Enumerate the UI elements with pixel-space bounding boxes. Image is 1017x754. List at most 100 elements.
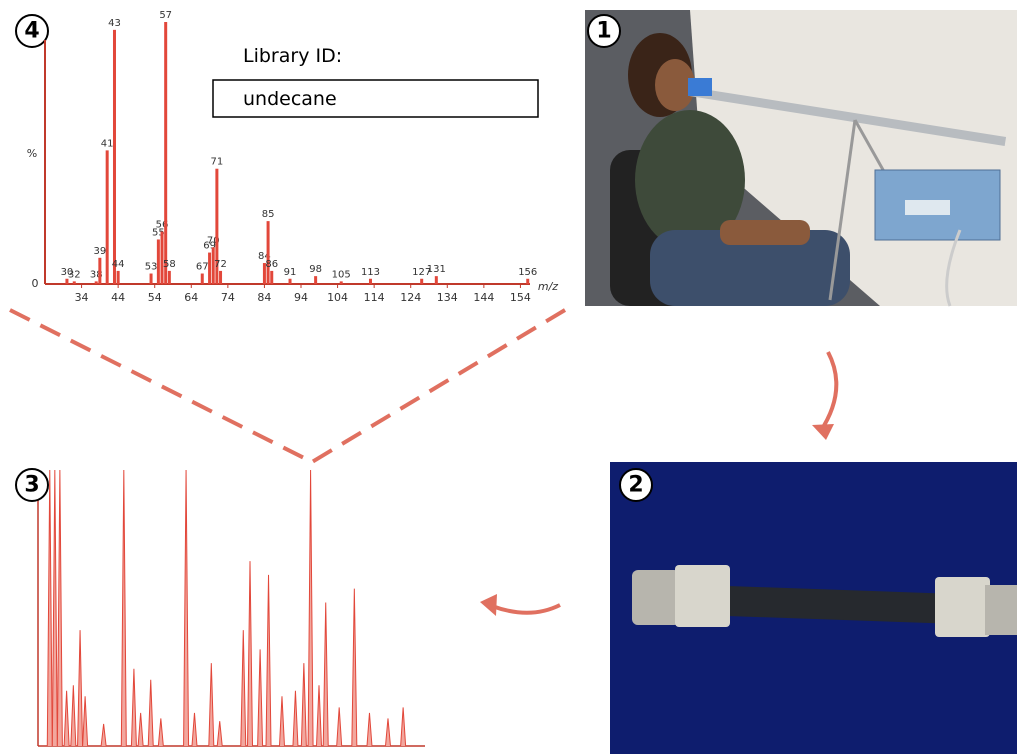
chrom-peak — [148, 680, 153, 746]
peak — [95, 281, 98, 284]
chrom-peak — [47, 470, 52, 746]
peak-label: 91 — [284, 267, 297, 278]
peak — [267, 221, 270, 284]
peak — [106, 150, 109, 284]
sorbent-tube-photo — [610, 462, 1017, 754]
x-tick-label: 124 — [400, 291, 421, 304]
panel-number: 1 — [596, 19, 611, 44]
x-tick-label: 44 — [111, 291, 125, 304]
peak — [314, 276, 317, 284]
chrom-peak — [385, 718, 390, 746]
x-tick-label: 94 — [294, 291, 308, 304]
chrom-peak — [258, 649, 263, 746]
arrow-head — [480, 594, 497, 616]
x-tick-label: 144 — [473, 291, 494, 304]
chrom-peak — [293, 691, 298, 746]
peak-label: 131 — [427, 264, 446, 275]
chrom-peak — [78, 630, 83, 746]
peak-label: 85 — [262, 209, 275, 220]
peak-label: 72 — [214, 259, 227, 270]
peak-label: 41 — [101, 138, 114, 149]
x-tick-label: 64 — [184, 291, 198, 304]
page: 1 2 4 Library ID: undecane % 0 m/z 3 34 4… — [0, 0, 1017, 754]
chrom-peak — [401, 707, 406, 746]
chrom-peak — [248, 561, 253, 746]
peak-label: 113 — [361, 267, 380, 278]
peak — [420, 279, 423, 284]
chrom-peak — [323, 602, 328, 746]
chrom-peak — [266, 575, 271, 746]
x-tick-label: 134 — [437, 291, 458, 304]
chrom-peak — [301, 663, 306, 746]
peak-label: 67 — [196, 262, 209, 273]
chrom-peak — [64, 691, 69, 746]
peak-label: 105 — [332, 269, 351, 280]
peak — [289, 279, 292, 284]
peak — [270, 271, 273, 284]
chrom-peak — [184, 470, 189, 746]
x-tick-label: 74 — [221, 291, 235, 304]
breath-sampling-photo — [585, 10, 1017, 306]
arrow — [492, 605, 560, 613]
x-tick-label: 84 — [257, 291, 271, 304]
peak-label: 156 — [518, 267, 537, 278]
peak-label: 71 — [211, 157, 224, 168]
peak-label: 32 — [68, 269, 81, 280]
library-value: undecane — [243, 88, 337, 110]
peak-label: 44 — [112, 259, 125, 270]
chrom-peak — [71, 685, 76, 746]
chrom-peak — [52, 470, 57, 746]
peak — [435, 276, 438, 284]
x-tick-label: 34 — [75, 291, 89, 304]
peak — [164, 22, 167, 284]
chrom-peak — [138, 713, 143, 746]
peak — [369, 279, 372, 284]
peak — [73, 281, 76, 284]
chrom-peak — [209, 663, 214, 746]
panel-number: 2 — [628, 473, 643, 498]
chrom-peak — [367, 713, 372, 746]
peak-label: 57 — [159, 10, 172, 21]
library-label: Library ID: — [243, 45, 342, 67]
peak-label: 98 — [309, 264, 322, 275]
peak — [340, 281, 343, 284]
x-tick-label: 54 — [148, 291, 162, 304]
chrom-peak — [121, 470, 126, 746]
zero-label: 0 — [32, 277, 39, 290]
x-axis-label: m/z — [538, 280, 558, 293]
peak — [201, 274, 204, 284]
chrom-peak — [279, 696, 284, 746]
chrom-peak — [352, 589, 357, 746]
peak-label: 53 — [145, 262, 158, 273]
peak-label: 43 — [108, 18, 121, 29]
chrom-peak — [316, 685, 321, 746]
peak-label: 58 — [163, 259, 176, 270]
peak-label: 39 — [93, 246, 106, 257]
arrow — [820, 352, 836, 432]
arrow-head — [812, 424, 834, 440]
peak — [113, 30, 116, 284]
chrom-peak — [57, 470, 62, 746]
chrom-peak — [217, 721, 222, 746]
peak — [117, 271, 120, 284]
chrom-peak — [101, 724, 106, 746]
x-tick-label: 104 — [327, 291, 348, 304]
peak-label: 86 — [265, 259, 278, 270]
x-tick-label: 154 — [510, 291, 531, 304]
peak — [150, 274, 153, 284]
zoom-line — [312, 310, 565, 462]
panel-number: 4 — [24, 19, 39, 44]
panel-number: 3 — [24, 473, 39, 498]
chrom-peak — [158, 718, 163, 746]
peak — [157, 239, 160, 284]
y-axis-label: % — [27, 147, 37, 160]
chrom-peak — [308, 470, 313, 746]
x-tick-label: 114 — [364, 291, 385, 304]
chrom-peak — [83, 696, 88, 746]
peak — [168, 271, 171, 284]
figure: 1 2 4 Library ID: undecane % 0 m/z 3 34 4… — [0, 0, 1017, 754]
chrom-peak — [131, 669, 136, 746]
peak — [526, 279, 529, 284]
zoom-line — [10, 310, 312, 462]
chrom-peak — [192, 713, 197, 746]
